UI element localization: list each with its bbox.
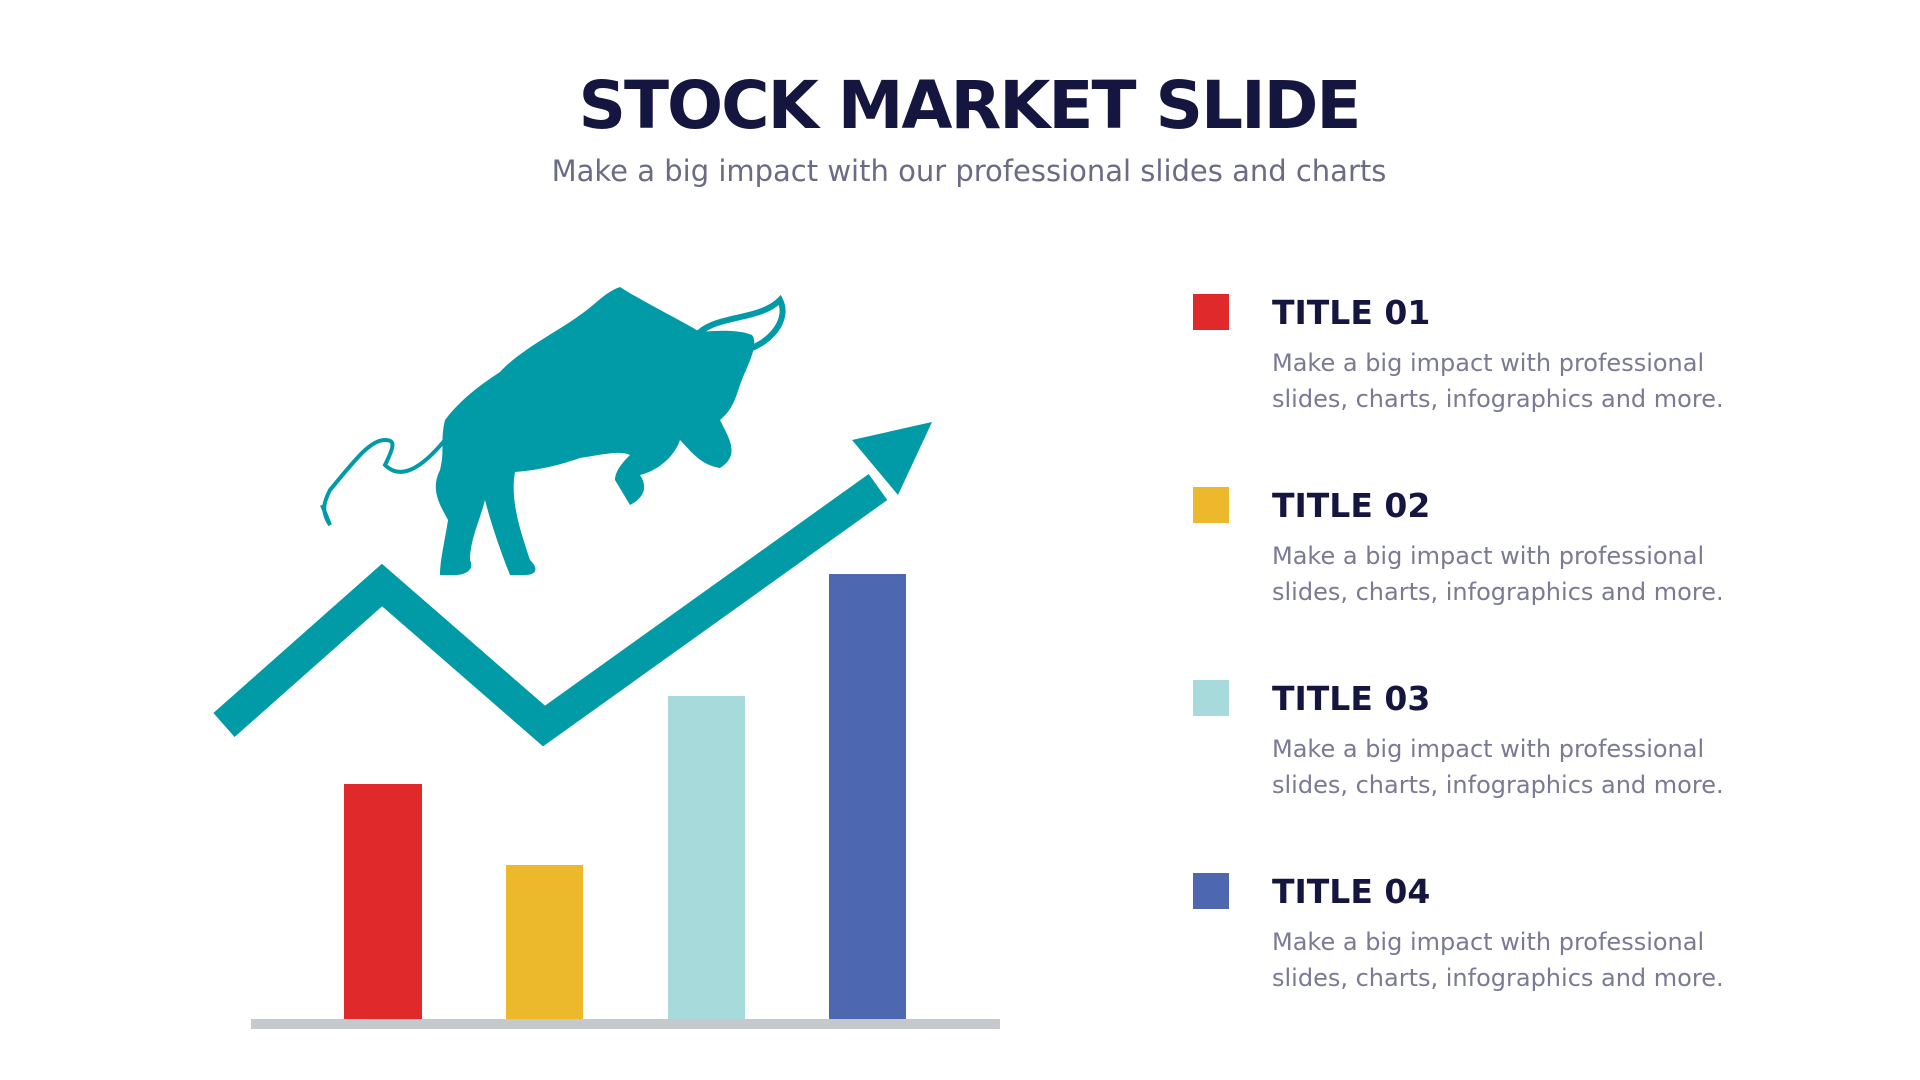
bar — [344, 784, 422, 1019]
bar — [506, 865, 583, 1019]
legend-swatch — [1193, 487, 1229, 523]
legend-swatch — [1193, 294, 1229, 330]
trend-arrow — [213, 473, 888, 747]
item-title: TITLE 02 — [1272, 486, 1430, 525]
item-text: Make a big impact with professional — [1272, 928, 1704, 956]
item-text: Make a big impact with professional — [1272, 735, 1704, 763]
bar — [829, 574, 906, 1019]
legend-swatch — [1193, 680, 1229, 716]
legend-swatch — [1193, 873, 1229, 909]
item-text: slides, charts, infographics and more. — [1272, 964, 1724, 992]
item-text: slides, charts, infographics and more. — [1272, 771, 1724, 799]
slide-subtitle: Make a big impact with our professional … — [552, 154, 1387, 188]
item-text: Make a big impact with professional — [1272, 542, 1704, 570]
slide-title: STOCK MARKET SLIDE — [578, 67, 1359, 144]
item-title: TITLE 01 — [1272, 293, 1430, 332]
legend: TITLE 01 Make a big impact with professio… — [1193, 293, 1724, 992]
bull — [320, 287, 786, 575]
baseline — [251, 1019, 1000, 1029]
item-text: slides, charts, infographics and more. — [1272, 578, 1724, 606]
item-text: slides, charts, infographics and more. — [1272, 385, 1724, 413]
arrow-head — [852, 422, 932, 495]
item-title: TITLE 03 — [1272, 679, 1430, 718]
item-text: Make a big impact with professional — [1272, 349, 1704, 377]
illustration — [213, 287, 1000, 1029]
bar — [668, 696, 745, 1019]
item-title: TITLE 04 — [1272, 872, 1430, 911]
